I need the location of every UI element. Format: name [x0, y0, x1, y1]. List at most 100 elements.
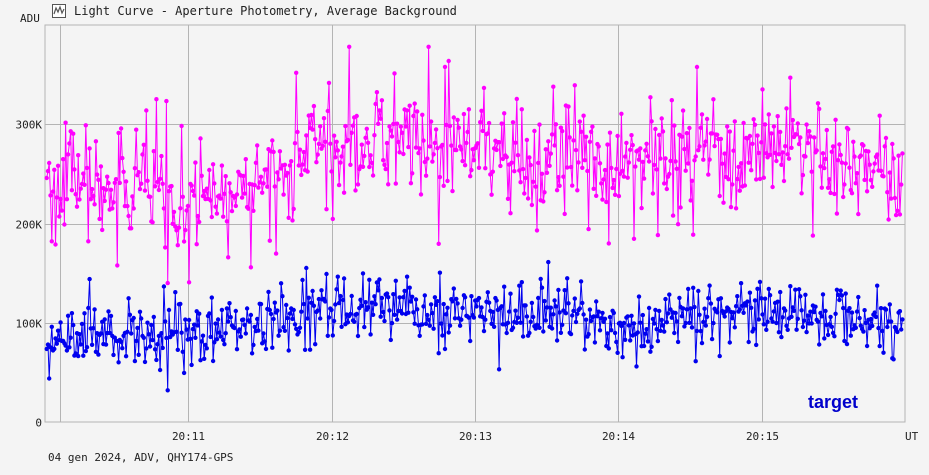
- data-point: [422, 159, 427, 165]
- data-point: [324, 207, 329, 212]
- data-point: [872, 161, 877, 166]
- data-point: [47, 376, 52, 381]
- data-point: [650, 191, 656, 196]
- data-point: [111, 352, 116, 358]
- data-point: [494, 298, 499, 303]
- data-point: [197, 219, 202, 225]
- data-point: [825, 185, 831, 190]
- data-point: [722, 151, 727, 156]
- data-point: [715, 132, 720, 137]
- data-point: [442, 64, 448, 70]
- data-point: [277, 149, 283, 154]
- data-point: [489, 192, 494, 197]
- data-point: [377, 277, 382, 282]
- data-point: [654, 167, 659, 172]
- data-point: [730, 182, 735, 187]
- data-point: [140, 152, 145, 157]
- data-point: [292, 322, 298, 327]
- data-point: [164, 335, 169, 341]
- data-point: [439, 321, 444, 326]
- data-point: [738, 161, 744, 166]
- data-point: [431, 152, 436, 157]
- data-point: [464, 140, 469, 146]
- data-point: [839, 160, 845, 165]
- data-point: [155, 342, 160, 347]
- data-point: [568, 331, 574, 337]
- data-point: [214, 337, 220, 342]
- data-point: [682, 324, 687, 329]
- data-point: [88, 197, 94, 202]
- data-point: [289, 159, 294, 164]
- data-point: [275, 170, 280, 175]
- data-point: [325, 333, 330, 338]
- data-point: [399, 311, 405, 316]
- data-point: [378, 116, 383, 121]
- data-point: [670, 213, 676, 218]
- data-point: [612, 330, 618, 336]
- data-point: [749, 168, 754, 173]
- data-point: [309, 112, 314, 118]
- data-point: [870, 323, 875, 329]
- data-point: [112, 180, 118, 185]
- data-point: [118, 126, 124, 131]
- data-point: [96, 352, 101, 357]
- data-point: [455, 301, 460, 306]
- data-point: [674, 319, 679, 324]
- data-point: [233, 203, 238, 209]
- data-point: [645, 339, 651, 344]
- data-point: [628, 338, 633, 343]
- data-point: [512, 169, 517, 174]
- data-point: [78, 342, 83, 347]
- data-point: [304, 133, 309, 138]
- data-point: [213, 204, 218, 209]
- data-point: [878, 306, 884, 311]
- data-point: [423, 321, 429, 326]
- data-point: [752, 298, 758, 303]
- data-point: [507, 309, 512, 314]
- data-point: [338, 293, 343, 299]
- data-point: [702, 143, 707, 148]
- data-point: [732, 325, 737, 330]
- data-point: [199, 173, 204, 178]
- data-point: [814, 148, 819, 153]
- data-point: [757, 176, 763, 182]
- data-point: [145, 320, 150, 325]
- data-point: [291, 307, 296, 313]
- data-point: [142, 359, 148, 365]
- data-point: [629, 313, 634, 318]
- data-point: [575, 188, 580, 193]
- data-point: [457, 323, 463, 328]
- data-point: [102, 317, 107, 322]
- data-point: [699, 112, 705, 117]
- data-point: [268, 311, 274, 317]
- data-point: [560, 322, 565, 327]
- data-point: [224, 219, 230, 224]
- data-point: [853, 181, 858, 186]
- data-point: [381, 309, 386, 315]
- data-point: [652, 162, 657, 168]
- data-point: [174, 329, 179, 334]
- data-point: [812, 309, 817, 315]
- data-point: [184, 208, 189, 213]
- data-point: [272, 184, 277, 189]
- data-point: [296, 329, 301, 335]
- data-point: [278, 281, 284, 286]
- data-point: [581, 113, 586, 118]
- data-point: [735, 176, 740, 182]
- data-point: [870, 184, 875, 189]
- data-point: [406, 144, 411, 150]
- data-point: [252, 183, 257, 188]
- data-point: [200, 333, 206, 338]
- data-point: [813, 304, 818, 309]
- data-point: [691, 285, 696, 290]
- data-point: [819, 185, 824, 190]
- data-point: [798, 135, 803, 140]
- data-point: [794, 132, 799, 137]
- data-point: [759, 140, 764, 145]
- data-point: [781, 178, 787, 184]
- data-point: [864, 343, 870, 349]
- data-point: [528, 162, 533, 168]
- data-point: [861, 143, 866, 148]
- data-point: [219, 307, 225, 313]
